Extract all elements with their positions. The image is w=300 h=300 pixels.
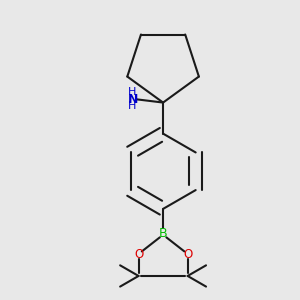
Text: N: N [128,93,138,106]
Text: O: O [183,248,192,261]
Text: B: B [159,227,167,240]
Text: H: H [128,87,136,97]
Text: H: H [128,101,136,112]
Text: O: O [134,248,143,261]
